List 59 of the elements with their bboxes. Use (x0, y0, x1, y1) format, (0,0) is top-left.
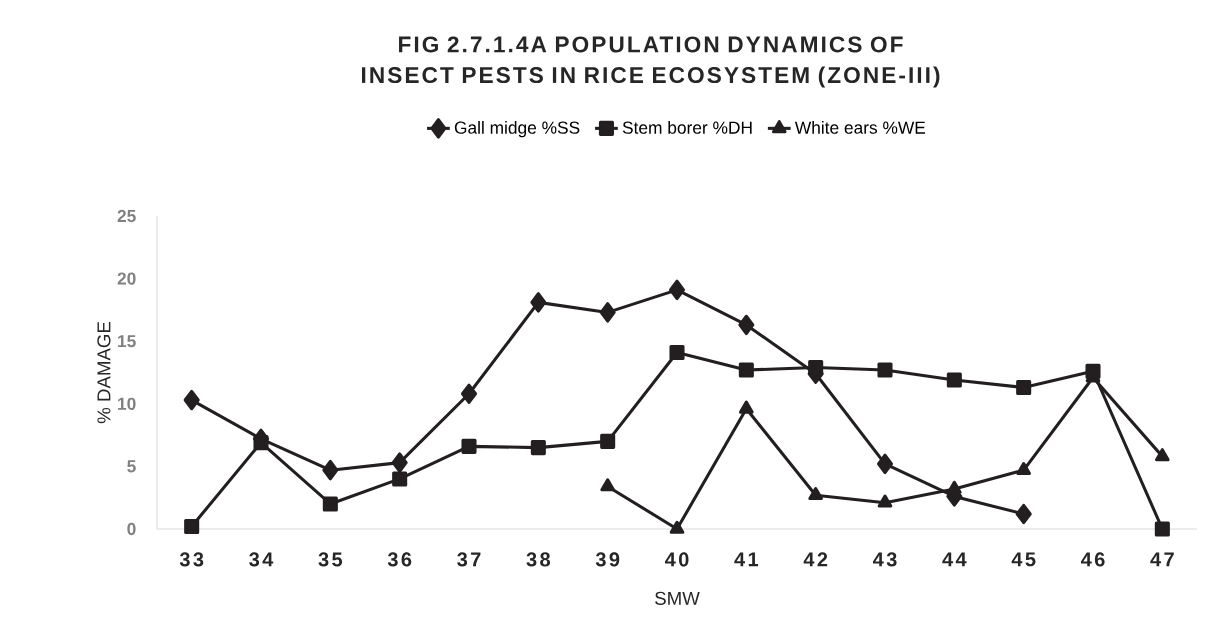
y-tick-label: 25 (117, 209, 136, 223)
y-tick-label: 15 (118, 335, 136, 348)
point (808, 486, 823, 501)
legend-label: Gall midge %SS (454, 121, 580, 138)
x-tick-label: 46 (1080, 552, 1105, 567)
y-axis-title: % DAMAGE (97, 321, 111, 424)
point (808, 359, 824, 376)
x-tick-label: 39 (595, 552, 620, 567)
point (322, 459, 339, 481)
point (876, 453, 894, 475)
point (1155, 448, 1170, 462)
x-tick-label: 41 (734, 552, 759, 567)
y-tick-label: 0 (127, 522, 136, 536)
x-tick-label: 35 (318, 552, 343, 567)
x-tick-label: 45 (1011, 552, 1036, 567)
x-tick-label: 37 (457, 552, 481, 567)
x-tick-label: 33 (179, 552, 204, 567)
legend-label: White ears %WE (794, 121, 926, 134)
legend-label: Stem borer %DH (622, 121, 752, 134)
y-tick-label: 5 (127, 460, 136, 473)
point (739, 400, 754, 414)
x-tick-label: 44 (942, 552, 967, 567)
point (184, 518, 200, 535)
point (738, 314, 755, 336)
point (600, 478, 615, 492)
x-tick-label: 40 (664, 552, 689, 567)
point (530, 292, 547, 313)
y-tick-label: 20 (117, 272, 136, 285)
point (322, 496, 338, 512)
point (877, 494, 893, 508)
point (738, 362, 754, 378)
point (600, 433, 616, 449)
point (1016, 379, 1032, 396)
x-tick-label: 42 (803, 552, 828, 567)
point (1154, 521, 1170, 537)
point (669, 344, 685, 361)
point (946, 372, 962, 388)
x-axis-title: SMW (655, 591, 700, 605)
point (1016, 461, 1031, 476)
x-tick-label: 36 (387, 552, 412, 567)
point (460, 383, 478, 404)
x-tick-label: 47 (1150, 552, 1174, 567)
point (877, 362, 893, 378)
x-tick-label: 43 (872, 552, 897, 567)
point (392, 471, 408, 487)
point (1015, 503, 1032, 525)
point (530, 440, 546, 456)
chart-title: FIG 2.7.1.4A POPULATION DYNAMICS OF INSECT PESTS IN RICE ECOSYSTEM (ZONE-III) (362, 36, 940, 88)
point (599, 302, 616, 323)
point (183, 389, 200, 411)
x-tick-label: 34 (249, 552, 274, 567)
point (461, 438, 477, 454)
point (253, 435, 269, 451)
point (391, 452, 408, 473)
point (669, 520, 685, 534)
point (668, 279, 686, 301)
y-tick-label: 10 (118, 397, 136, 410)
point (947, 480, 962, 494)
x-tick-label: 38 (526, 552, 551, 567)
